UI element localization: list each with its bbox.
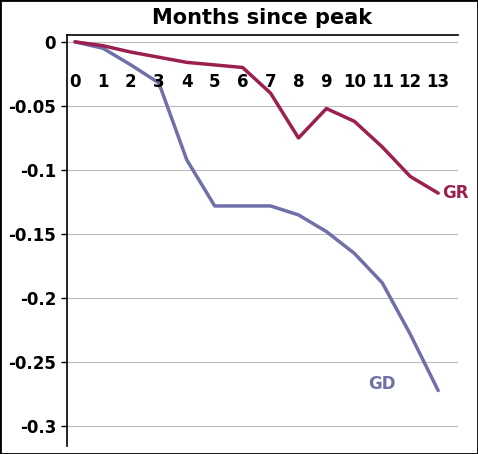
Text: 3: 3	[153, 73, 164, 91]
Title: Months since peak: Months since peak	[152, 8, 372, 28]
Text: 6: 6	[237, 73, 249, 91]
Text: 0: 0	[69, 73, 81, 91]
Text: 1: 1	[97, 73, 109, 91]
Text: 9: 9	[321, 73, 332, 91]
Text: 8: 8	[293, 73, 304, 91]
Text: 11: 11	[371, 73, 394, 91]
Text: 7: 7	[265, 73, 276, 91]
Text: 13: 13	[426, 73, 450, 91]
Text: GD: GD	[369, 375, 396, 393]
Text: 2: 2	[125, 73, 137, 91]
Text: GR: GR	[442, 184, 469, 202]
Text: 10: 10	[343, 73, 366, 91]
Text: 5: 5	[209, 73, 220, 91]
Text: 4: 4	[181, 73, 193, 91]
Text: 12: 12	[399, 73, 422, 91]
